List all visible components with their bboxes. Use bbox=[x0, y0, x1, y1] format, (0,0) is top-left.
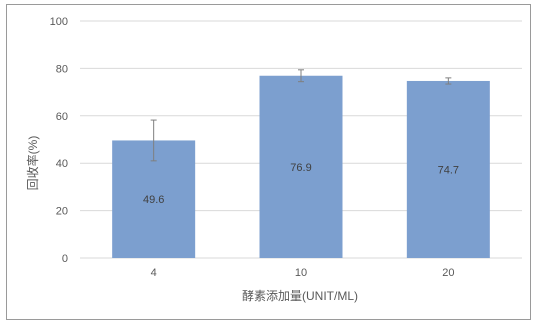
bar bbox=[259, 75, 343, 258]
y-tick-label: 0 bbox=[62, 253, 68, 265]
error-bar bbox=[298, 69, 304, 83]
error-bar bbox=[445, 77, 452, 85]
y-tick-label: 80 bbox=[56, 63, 68, 75]
y-tick-label: 60 bbox=[56, 111, 68, 123]
y-axis-title: 回收率(%) bbox=[25, 136, 40, 191]
bars bbox=[112, 75, 490, 258]
y-tick-label: 40 bbox=[56, 158, 68, 170]
x-tick-label: 10 bbox=[295, 267, 307, 279]
error-bar bbox=[150, 119, 157, 162]
error-bars bbox=[150, 69, 452, 162]
data-label: 49.6 bbox=[143, 194, 164, 206]
bar bbox=[406, 80, 490, 258]
x-axis-title: 酵素添加量(UNIT/ML) bbox=[242, 289, 358, 303]
x-tick-label: 20 bbox=[442, 267, 454, 279]
x-tick-labels: 4 10 20 bbox=[151, 267, 455, 279]
data-label: 76.9 bbox=[290, 162, 311, 174]
y-tick-label: 100 bbox=[50, 16, 68, 28]
data-label: 74.7 bbox=[438, 164, 459, 176]
y-tick-label: 20 bbox=[56, 206, 68, 218]
y-tick-labels: 0 20 40 60 80 100 bbox=[50, 16, 68, 265]
x-tick-label: 4 bbox=[151, 267, 157, 279]
data-labels: 49.6 76.9 74.7 bbox=[143, 162, 459, 206]
